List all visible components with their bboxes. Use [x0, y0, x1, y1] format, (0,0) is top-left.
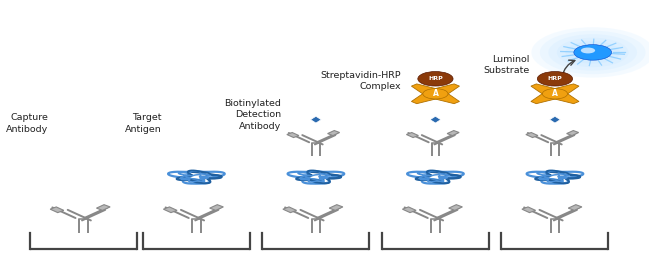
- Circle shape: [581, 48, 595, 53]
- Polygon shape: [547, 90, 579, 104]
- Circle shape: [418, 72, 453, 86]
- Polygon shape: [550, 116, 560, 123]
- Polygon shape: [329, 205, 343, 210]
- Text: Biotinylated
Detection
Antibody: Biotinylated Detection Antibody: [224, 99, 281, 131]
- Text: Capture
Antibody: Capture Antibody: [6, 113, 49, 134]
- Text: Streptavidin-HRP
Complex: Streptavidin-HRP Complex: [320, 70, 401, 91]
- Text: HRP: HRP: [547, 76, 562, 81]
- Polygon shape: [430, 116, 441, 123]
- Text: Target
Antigen: Target Antigen: [125, 113, 162, 134]
- Polygon shape: [531, 84, 563, 97]
- Polygon shape: [311, 116, 321, 123]
- Circle shape: [566, 41, 620, 64]
- Text: A: A: [552, 89, 558, 98]
- Polygon shape: [283, 207, 296, 213]
- Polygon shape: [210, 205, 224, 210]
- Text: A: A: [432, 89, 438, 98]
- Circle shape: [423, 89, 448, 99]
- Polygon shape: [96, 205, 110, 210]
- Polygon shape: [428, 90, 460, 104]
- Polygon shape: [522, 207, 536, 213]
- Polygon shape: [526, 133, 538, 138]
- Polygon shape: [531, 90, 563, 104]
- Polygon shape: [411, 90, 443, 104]
- Circle shape: [574, 45, 612, 60]
- Polygon shape: [448, 205, 462, 210]
- Polygon shape: [406, 133, 419, 138]
- Polygon shape: [163, 207, 177, 213]
- Circle shape: [549, 34, 637, 71]
- Polygon shape: [447, 131, 459, 135]
- Polygon shape: [547, 84, 579, 97]
- Circle shape: [542, 89, 567, 99]
- Polygon shape: [411, 84, 443, 97]
- Text: HRP: HRP: [428, 76, 443, 81]
- Circle shape: [557, 38, 629, 67]
- Polygon shape: [568, 205, 582, 210]
- Polygon shape: [328, 131, 339, 135]
- Text: Luminol
Substrate: Luminol Substrate: [484, 55, 530, 75]
- Polygon shape: [287, 133, 299, 138]
- Circle shape: [538, 72, 573, 86]
- Polygon shape: [402, 207, 416, 213]
- Circle shape: [531, 27, 650, 78]
- Polygon shape: [428, 84, 460, 97]
- Circle shape: [540, 31, 645, 74]
- Polygon shape: [567, 131, 578, 135]
- Polygon shape: [50, 207, 64, 213]
